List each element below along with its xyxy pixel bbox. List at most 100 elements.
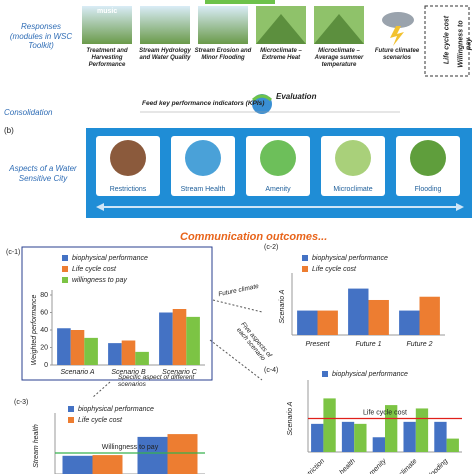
music-logo: music [97,8,118,15]
bar [84,337,98,365]
bar [186,316,200,365]
bar [57,328,71,365]
x-tick-label: Future 1 [355,341,381,348]
x-tick-label: climate [398,458,419,474]
aspect-tile: Amenity [246,136,310,196]
bar [446,438,459,452]
bar [341,421,355,452]
bar [311,423,324,452]
aspect-icon [410,140,446,176]
bar [70,330,85,365]
mountain [256,14,306,44]
legend-swatch [68,406,74,412]
module-caption: Future climatee scenarios [374,48,420,61]
x-tick-label: menity [368,457,388,474]
y-tick-label: 0 [44,362,48,369]
bar [62,455,93,474]
five-arrow [209,339,263,381]
x-tick-label: Present [305,341,330,348]
c1-frame [21,246,213,381]
y-axis-label: Weighted performance [31,295,38,366]
evaluation-label: Evaluation [276,92,317,101]
legend-label: willingness to pay [72,277,127,284]
lightning-icon [390,26,404,46]
aspect-label: Amenity [265,186,291,193]
x-tick-label: Scenario A [61,369,95,376]
legend-swatch [322,371,328,377]
legend-swatch [68,417,74,423]
specific-arrow [91,381,111,399]
bar [415,408,429,452]
arrow-head [456,203,464,211]
y-axis-label: Scenario A [287,401,294,435]
legend-label: biophysical performance [72,255,148,262]
bar [419,296,440,335]
bar [135,351,149,365]
future-arrow [212,299,263,313]
x-tick-label: Scenario C [162,369,198,376]
panel-label: (c-4) [264,367,278,374]
legend-swatch [302,266,308,272]
aspect-label: Stream Health [180,186,226,193]
bar [167,434,198,474]
responses-label: Responses (modules in WSC Toolkit) [9,22,73,51]
feed-label: Feed key performance indicators (KPIs) [142,100,265,107]
bar [385,405,398,452]
module-caption: Stream Erosion and Minor Flooding [194,48,252,61]
aspect-icon [335,140,371,176]
aspect-icon [185,140,221,176]
reference-label: Willingness to pay [102,444,159,451]
mountain [314,14,364,44]
bar [323,398,336,452]
arrow-head [96,203,104,211]
extras-box [424,5,470,77]
bar [317,310,338,335]
module-caption: Microclimate – Extreme Heat [260,48,302,61]
legend-swatch [302,255,308,261]
y-tick-label: 60 [40,309,48,316]
y-tick-label: 20 [40,344,48,351]
panel-label: (b) [4,126,14,135]
legend-swatch [62,266,68,272]
communication-title: Communication outcomes... [180,231,328,243]
panel-label: (c-1) [6,249,20,256]
legend-label: biophysical performance [78,406,154,413]
aspects-label: Aspects of a Water Sensitive City [9,164,77,183]
module-images [82,0,470,77]
bar [399,310,420,335]
extra-label: Willingness to pay [457,20,473,68]
bar [159,312,173,365]
top-bar [205,0,275,4]
legend-label: biophysical performance [332,371,408,378]
legend-label: Life cycle cost [312,266,357,273]
y-axis-label: Scenario A [279,289,286,323]
y-tick-label: 80 [40,292,48,299]
consolidation-label: Consolidation [4,108,53,117]
bar [108,343,122,365]
module-caption: Microclimate – Average summer temperatur… [314,48,364,68]
legend-label: Life cycle cost [78,417,123,424]
legend-label: Life cycle cost [72,266,117,273]
bar [434,421,447,452]
aspect-label: Microclimate [333,186,373,193]
extra-label: Life cycle cost [443,15,451,65]
legend-swatch [62,255,68,261]
bar [368,299,389,335]
legend-label: biophysical performance [312,255,388,262]
aspect-label: Restrictions [109,186,147,193]
aspect-label: Flooding [414,186,442,193]
bar [137,436,168,474]
aspect-tile: Microclimate [321,136,385,196]
aspect-tile: Restrictions [96,136,160,196]
bar [403,421,416,452]
evaluation-globe [252,94,272,114]
bar [348,288,369,335]
x-tick-label: Scenario B [111,369,146,376]
aspect-tile: Stream Health [171,136,235,196]
bar [172,309,187,365]
module-image [198,6,248,44]
panel-label: (c-2) [264,244,278,251]
module-caption: Treatment and Harvesting Performance [86,48,128,68]
aspect-icon [110,140,146,176]
